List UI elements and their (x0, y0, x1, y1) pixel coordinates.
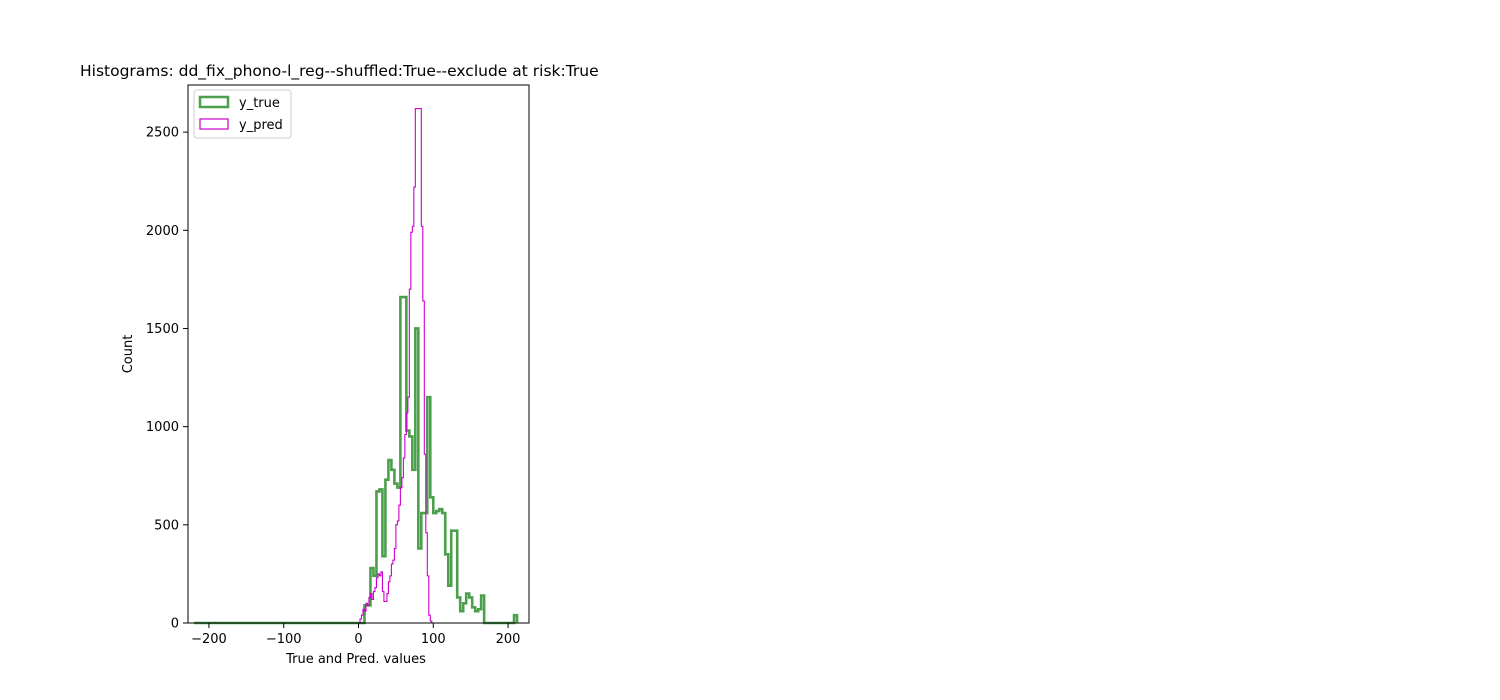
legend-box (193, 89, 292, 139)
series-layer (193, 108, 529, 625)
y-tick-label: 0 (171, 617, 179, 632)
y-tick-label: 2500 (146, 126, 179, 141)
x-tick-label: −200 (191, 632, 227, 647)
y-axis-label: Count (121, 335, 136, 374)
legend-label-y-pred: y_pred (239, 118, 283, 133)
y-axis-ticks: 0 500 1000 1500 2000 2500 (146, 126, 188, 632)
y-tick-label: 1000 (146, 420, 179, 435)
x-tick-label: 200 (496, 632, 521, 647)
legend-label-y-true: y_true (239, 96, 280, 111)
legend-swatch-y-pred (199, 118, 229, 130)
x-axis-ticks: −200 −100 0 100 200 (191, 623, 520, 647)
legend: y_true y_pred (193, 89, 292, 139)
y-tick-label: 1500 (146, 322, 179, 337)
series-y-true-step (193, 295, 519, 625)
x-tick-label: 0 (354, 632, 362, 647)
x-axis-label: True and Pred. values (285, 652, 426, 667)
y-tick-label: 2000 (146, 224, 179, 239)
x-tick-label: 100 (421, 632, 446, 647)
legend-swatch-y-true (198, 95, 230, 109)
y-tick-label: 500 (154, 518, 179, 533)
series-y-pred-step (193, 108, 529, 624)
chart-title: Histograms: dd_fix_phono-l_reg--shuffled… (80, 62, 599, 81)
plot-area: −200 −100 0 100 200 0 500 1000 1500 2000 2500 (146, 84, 530, 647)
x-tick-label: −100 (266, 632, 302, 647)
